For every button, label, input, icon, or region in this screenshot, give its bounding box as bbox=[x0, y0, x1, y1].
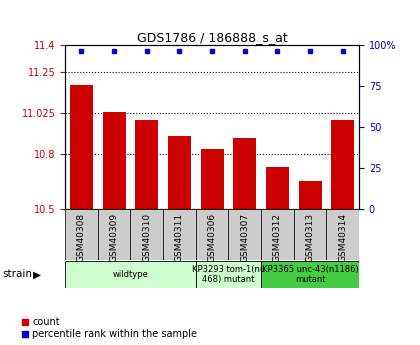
Text: KP3293 tom-1(nu
468) mutant: KP3293 tom-1(nu 468) mutant bbox=[192, 265, 265, 284]
FancyBboxPatch shape bbox=[294, 209, 326, 260]
Text: strain: strain bbox=[2, 269, 32, 279]
FancyBboxPatch shape bbox=[326, 209, 359, 260]
FancyBboxPatch shape bbox=[228, 209, 261, 260]
Bar bbox=[201, 149, 223, 209]
Bar bbox=[70, 85, 93, 209]
Bar bbox=[234, 138, 256, 209]
Text: GSM40306: GSM40306 bbox=[207, 213, 217, 262]
Text: GSM40310: GSM40310 bbox=[142, 213, 151, 262]
FancyBboxPatch shape bbox=[163, 209, 196, 260]
Text: GSM40308: GSM40308 bbox=[77, 213, 86, 262]
Bar bbox=[299, 181, 322, 209]
Text: GSM40307: GSM40307 bbox=[240, 213, 249, 262]
Text: wildtype: wildtype bbox=[113, 270, 148, 279]
Text: GSM40309: GSM40309 bbox=[110, 213, 118, 262]
FancyBboxPatch shape bbox=[65, 209, 98, 260]
FancyBboxPatch shape bbox=[261, 209, 294, 260]
Bar bbox=[102, 112, 126, 209]
FancyBboxPatch shape bbox=[196, 209, 228, 260]
Text: GSM40311: GSM40311 bbox=[175, 213, 184, 262]
Bar bbox=[331, 119, 354, 209]
Legend: count, percentile rank within the sample: count, percentile rank within the sample bbox=[22, 317, 197, 339]
Bar bbox=[266, 167, 289, 209]
FancyBboxPatch shape bbox=[98, 209, 131, 260]
FancyBboxPatch shape bbox=[196, 261, 261, 287]
FancyBboxPatch shape bbox=[65, 261, 196, 287]
Bar bbox=[135, 119, 158, 209]
Text: GSM40313: GSM40313 bbox=[306, 213, 315, 262]
Text: ▶: ▶ bbox=[33, 269, 41, 279]
Text: KP3365 unc-43(n1186)
mutant: KP3365 unc-43(n1186) mutant bbox=[262, 265, 359, 284]
FancyBboxPatch shape bbox=[261, 261, 359, 287]
Title: GDS1786 / 186888_s_at: GDS1786 / 186888_s_at bbox=[137, 31, 287, 44]
FancyBboxPatch shape bbox=[131, 209, 163, 260]
Bar bbox=[168, 136, 191, 209]
Text: GSM40314: GSM40314 bbox=[338, 213, 347, 262]
Text: GSM40312: GSM40312 bbox=[273, 213, 282, 262]
